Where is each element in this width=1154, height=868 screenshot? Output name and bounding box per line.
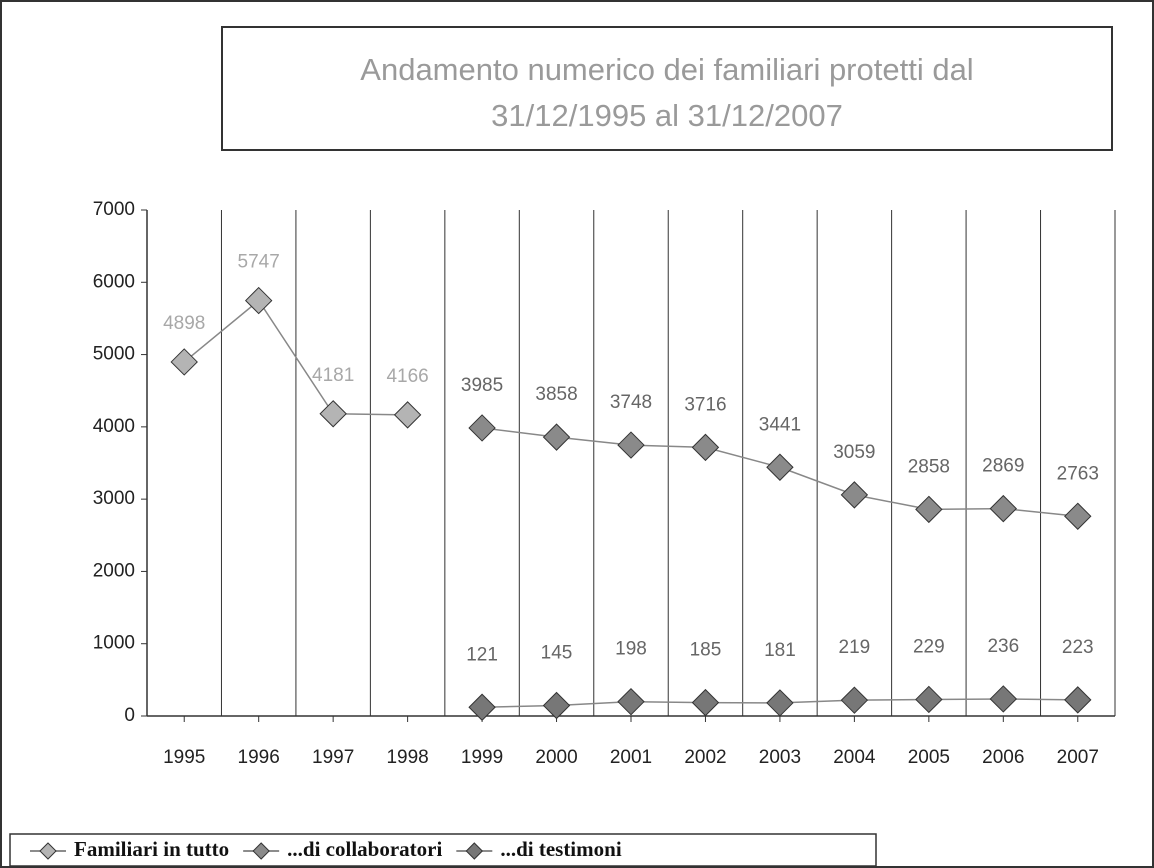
data-label: 3748 [610, 392, 652, 413]
point [989, 685, 1018, 713]
legend-label: ...di collaboratori [287, 837, 442, 861]
point [542, 691, 571, 720]
x-tick-label: 2007 [1057, 747, 1099, 768]
data-label: 121 [466, 644, 498, 665]
data-label: 236 [987, 636, 1019, 657]
x-tick-label: 2006 [982, 747, 1024, 768]
y-tick-label: 5000 [93, 344, 135, 365]
x-tick-label: 2002 [684, 747, 726, 768]
y-tick-label: 6000 [93, 271, 135, 292]
legend-label: ...di testimoni [500, 837, 622, 861]
data-label: 2869 [982, 456, 1024, 477]
legend-marker [39, 842, 57, 860]
x-tick-label: 2001 [610, 747, 652, 768]
data-label: 185 [690, 640, 722, 661]
data-label: 145 [541, 643, 573, 664]
data-label: 3985 [461, 375, 503, 396]
data-label: 198 [615, 639, 647, 660]
data-label: 5747 [238, 252, 280, 273]
data-label: 2858 [908, 456, 950, 477]
point [840, 686, 869, 714]
point [915, 685, 943, 714]
x-tick-label: 1997 [312, 747, 354, 768]
data-label: 3716 [684, 394, 726, 415]
point [319, 400, 347, 428]
x-tick-label: 1998 [386, 747, 428, 768]
point [617, 431, 645, 459]
data-label: 4898 [163, 313, 205, 334]
point [691, 433, 720, 462]
x-tick-label: 1996 [238, 747, 280, 768]
series-line [183, 299, 408, 416]
data-label: 2763 [1057, 463, 1099, 484]
data-label: 4166 [386, 366, 428, 387]
chart-title: Andamento numerico dei familiari protett… [360, 52, 973, 87]
y-tick-label: 0 [124, 705, 135, 726]
point [170, 348, 198, 376]
legend-label: Familiari in tutto [74, 837, 229, 861]
point [393, 401, 422, 429]
data-label: 229 [913, 636, 945, 657]
point [840, 481, 869, 509]
chart-title: 31/12/1995 al 31/12/2007 [491, 98, 843, 133]
data-label: 219 [839, 637, 871, 658]
point [1064, 502, 1092, 530]
legend-box [9, 833, 877, 867]
y-tick-label: 1000 [93, 633, 135, 654]
y-tick-label: 4000 [93, 416, 135, 437]
point [766, 689, 794, 717]
x-tick-label: 2005 [908, 747, 950, 768]
title-box [221, 26, 1113, 151]
point [989, 494, 1018, 523]
point [915, 495, 943, 524]
point [468, 414, 496, 442]
data-label: 4181 [312, 365, 354, 386]
y-tick-label: 7000 [93, 199, 135, 220]
data-label: 3858 [535, 384, 577, 405]
data-label: 223 [1062, 637, 1094, 658]
y-tick-label: 3000 [93, 488, 135, 509]
x-tick-label: 2004 [833, 747, 876, 768]
point [691, 688, 720, 717]
x-tick-label: 1999 [461, 747, 503, 768]
point [1064, 686, 1092, 714]
data-label: 181 [764, 640, 796, 661]
point [542, 423, 571, 451]
point [617, 687, 645, 716]
x-tick-label: 1995 [163, 747, 205, 768]
point [244, 286, 273, 315]
data-label: 3441 [759, 414, 801, 435]
y-tick-label: 2000 [93, 560, 135, 581]
legend-marker [252, 842, 270, 860]
point [468, 693, 496, 721]
x-tick-label: 2000 [535, 747, 577, 768]
legend-marker [465, 842, 484, 860]
point [766, 453, 794, 481]
x-tick-label: 2003 [759, 747, 801, 768]
data-label: 3059 [833, 442, 875, 463]
